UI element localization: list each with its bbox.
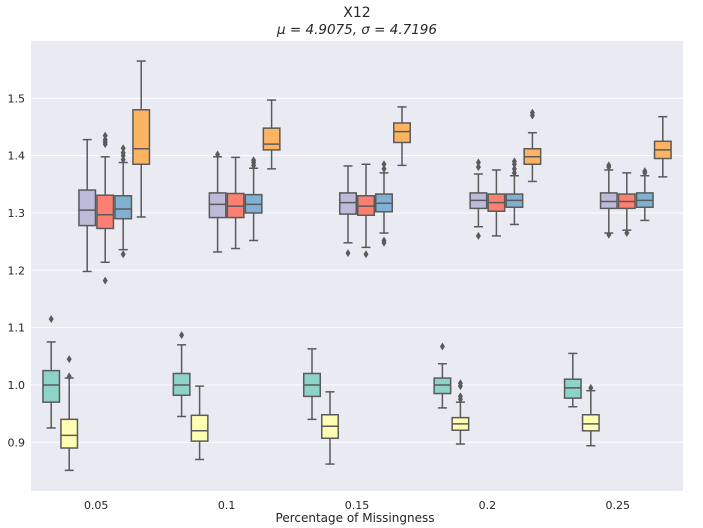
box-plot [451, 379, 470, 445]
box-plot [60, 355, 79, 472]
outlier-point [439, 342, 445, 351]
box-plot [339, 165, 357, 258]
outlier-point [475, 163, 481, 172]
outlier-point [363, 250, 369, 259]
outlier-point [475, 158, 481, 167]
box [208, 192, 227, 219]
y-axis-ticks: 0.9 1.0 1.1 1.2 1.3 1.4 1.5 [8, 92, 26, 449]
y-tick-label: 1.1 [8, 322, 26, 335]
y-tick-label: 1.2 [8, 264, 26, 277]
outlier-point [179, 331, 185, 340]
x-tick-label: 0.2 [479, 499, 497, 512]
outlier-point [511, 157, 517, 166]
outlier-point [48, 315, 54, 324]
outlier-point [457, 392, 463, 401]
outlier-point [120, 155, 126, 164]
outlier-point [381, 164, 387, 173]
box-plot [208, 150, 227, 253]
box-plot [653, 115, 672, 178]
outlier-point [102, 131, 108, 140]
x-tick-label: 0.05 [84, 499, 109, 512]
outlier-point [606, 161, 612, 170]
x-tick-label: 0.15 [345, 499, 370, 512]
box-plot [469, 158, 488, 240]
outlier-point [588, 383, 594, 392]
outlier-point [120, 250, 126, 259]
y-tick-label: 0.9 [8, 436, 26, 449]
box [78, 189, 97, 227]
outlier-point [606, 230, 612, 239]
box-plot [132, 60, 151, 218]
outlier-point [642, 167, 648, 176]
x-tick-label: 0.1 [218, 499, 236, 512]
box [339, 192, 357, 215]
box-plot [635, 167, 654, 222]
box-plot [226, 156, 245, 250]
box [60, 418, 79, 449]
grid-lines [31, 97, 683, 443]
outlier-point [457, 379, 463, 388]
box-plot [393, 106, 411, 167]
box-plot [505, 157, 524, 226]
box [433, 377, 452, 395]
outlier-point [66, 372, 72, 381]
box [599, 192, 618, 210]
box [96, 194, 115, 230]
box-plot [433, 342, 452, 409]
box-plot [617, 172, 636, 238]
chart-subtitle: μ = 4.9075, σ = 4.7196 [276, 22, 437, 38]
outlier-point [345, 249, 351, 258]
outlier-point [511, 168, 517, 177]
outlier-point [529, 108, 535, 117]
box-plot [581, 383, 600, 447]
box-plot [172, 331, 191, 418]
x-axis-label: Percentage of Missingness [276, 511, 435, 525]
box-plot [244, 156, 263, 242]
box-plot [114, 144, 133, 259]
box [132, 109, 151, 165]
box [190, 414, 209, 442]
outlier-point [215, 150, 221, 159]
box-plot [357, 163, 375, 259]
y-tick-label: 1.4 [8, 150, 26, 163]
outlier-point [381, 160, 387, 169]
box-plot [599, 161, 618, 239]
box-plot [96, 131, 115, 285]
outlier-point [102, 276, 108, 285]
chart-title: X12 [343, 5, 370, 21]
box-plot [78, 138, 97, 273]
x-tick-label: 0.25 [606, 499, 631, 512]
outlier-point [66, 355, 72, 364]
outlier-point [381, 236, 387, 245]
x-axis-ticks: 0.05 0.1 0.15 0.2 0.25 [84, 499, 630, 512]
box [42, 369, 61, 403]
box-plot [321, 391, 339, 465]
outlier-point [251, 156, 257, 165]
box-plot-groups [42, 60, 672, 472]
box [581, 414, 600, 432]
box-plot [262, 99, 281, 170]
outlier-point [475, 231, 481, 240]
box [114, 195, 133, 220]
outlier-point [102, 135, 108, 144]
box [563, 378, 582, 399]
box-plot [190, 385, 209, 461]
outlier-point [120, 148, 126, 157]
box-plot [375, 160, 393, 247]
box [262, 127, 281, 151]
outlier-point [624, 229, 630, 238]
box-plot [42, 315, 61, 429]
box-plot [303, 348, 321, 421]
box-plot [523, 108, 542, 183]
outlier-point [120, 144, 126, 153]
box-plot [487, 169, 506, 237]
y-tick-label: 1.5 [8, 92, 26, 105]
outlier-point [511, 164, 517, 173]
y-tick-label: 1.0 [8, 379, 26, 392]
box [393, 122, 411, 144]
y-tick-label: 1.3 [8, 207, 26, 220]
box-plot [563, 352, 582, 408]
